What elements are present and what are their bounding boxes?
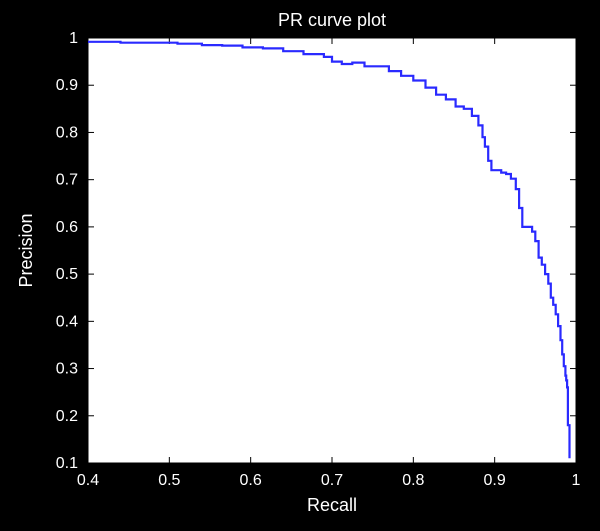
y-tick-label: 1 [69, 30, 78, 47]
y-tick-label: 0.5 [56, 266, 78, 283]
y-tick-label: 0.6 [56, 219, 78, 236]
y-axis-label: Precision [16, 213, 36, 287]
y-tick-label: 0.7 [56, 172, 78, 189]
x-tick-label: 0.4 [77, 472, 99, 489]
y-tick-label: 0.9 [56, 77, 78, 94]
chart-svg: 0.4 0.5 0.6 0.7 0.8 0.9 1 0.1 0.2 0.3 0.4 0.5 0.6 0.… [0, 0, 600, 531]
x-tick-label: 0.5 [158, 472, 180, 489]
y-tick-label: 0.3 [56, 361, 78, 378]
chart-title: PR curve plot [278, 10, 386, 30]
x-tick-label: 0.8 [402, 472, 424, 489]
y-tick-label: 0.4 [56, 313, 78, 330]
x-tick-label: 0.9 [484, 472, 506, 489]
y-tick-label: 0.2 [56, 408, 78, 425]
x-axis-label: Recall [307, 495, 357, 515]
x-tick-label: 0.6 [240, 472, 262, 489]
plot-area [88, 38, 576, 463]
y-tick-label: 0.1 [56, 455, 78, 472]
pr-curve-chart: 0.4 0.5 0.6 0.7 0.8 0.9 1 0.1 0.2 0.3 0.4 0.5 0.6 0.… [0, 0, 600, 531]
y-tick-label: 0.8 [56, 124, 78, 141]
x-tick-label: 0.7 [321, 472, 343, 489]
x-tick-label: 1 [572, 472, 581, 489]
